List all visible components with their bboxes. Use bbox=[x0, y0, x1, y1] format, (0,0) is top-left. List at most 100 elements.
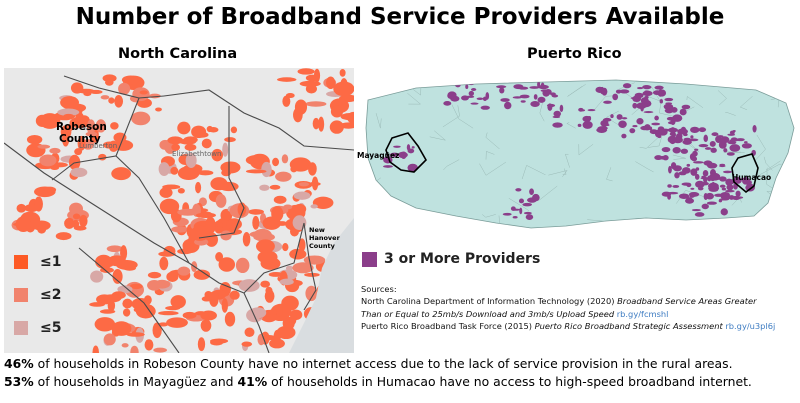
coverage-area bbox=[310, 204, 318, 209]
legend-swatch-le1 bbox=[14, 255, 28, 269]
coverage-area bbox=[100, 95, 110, 100]
coverage-area bbox=[221, 298, 228, 313]
source-link-nc[interactable]: rb.gy/fcmshl bbox=[616, 308, 669, 319]
source-3-italic: Puerto Rico Broadband Strategic Assessme… bbox=[534, 320, 723, 331]
provider-area bbox=[690, 187, 695, 190]
coverage-area bbox=[144, 339, 154, 351]
provider-area bbox=[518, 198, 524, 204]
provider-area bbox=[577, 123, 582, 127]
municipality-border bbox=[443, 159, 460, 171]
provider-area bbox=[515, 188, 522, 192]
coverage-area bbox=[159, 139, 171, 150]
coverage-area bbox=[293, 203, 307, 215]
provider-area bbox=[537, 81, 541, 88]
coverage-area bbox=[126, 332, 145, 337]
municipality-border bbox=[766, 171, 775, 190]
coverage-area bbox=[293, 191, 311, 200]
provider-area bbox=[692, 150, 698, 157]
coverage-area bbox=[102, 141, 116, 149]
coverage-area bbox=[37, 225, 47, 234]
coverage-area bbox=[118, 82, 131, 95]
provider-area bbox=[467, 81, 475, 86]
coverage-area bbox=[193, 269, 211, 280]
coverage-area bbox=[260, 280, 271, 288]
provider-area bbox=[466, 95, 475, 98]
coverage-area bbox=[182, 311, 197, 319]
provider-area bbox=[643, 111, 654, 114]
coverage-area bbox=[292, 262, 314, 274]
provider-area bbox=[725, 189, 735, 193]
provider-area bbox=[621, 117, 628, 120]
coverage-area bbox=[159, 187, 173, 198]
source-link-pr[interactable]: rb.gy/u3pl6j bbox=[725, 320, 776, 331]
provider-area bbox=[619, 89, 630, 94]
legend-item-le2: ≤2 bbox=[14, 287, 61, 303]
municipality-border bbox=[763, 156, 773, 171]
provider-area bbox=[726, 152, 735, 156]
mayaguez-label: Mayagüez bbox=[357, 151, 399, 160]
legend-swatch-3plus bbox=[362, 251, 377, 267]
robeson-label-line1: Robeson bbox=[56, 121, 107, 133]
coverage-area bbox=[279, 278, 294, 286]
provider-area bbox=[694, 148, 699, 151]
coverage-area bbox=[60, 96, 79, 110]
coverage-area bbox=[312, 196, 334, 209]
footer-2-stat-humacao: 41% bbox=[237, 373, 268, 389]
coverage-area bbox=[259, 184, 270, 191]
provider-area bbox=[587, 109, 596, 112]
coverage-area bbox=[121, 75, 140, 85]
coverage-area bbox=[289, 248, 307, 260]
footer-line-1: 46% of households in Robeson County have… bbox=[4, 355, 799, 373]
coverage-area bbox=[215, 194, 227, 208]
coverage-area bbox=[166, 317, 188, 328]
provider-area bbox=[603, 100, 612, 104]
coverage-area bbox=[167, 136, 184, 145]
coverage-area bbox=[253, 232, 275, 242]
coverage-area bbox=[117, 285, 133, 294]
provider-area bbox=[468, 90, 475, 96]
coverage-area bbox=[179, 138, 197, 145]
provider-area bbox=[706, 201, 717, 205]
coverage-area bbox=[139, 90, 148, 95]
municipality-border bbox=[521, 165, 546, 180]
coverage-area bbox=[298, 182, 310, 187]
coverage-area bbox=[147, 271, 162, 279]
sources-block: Sources: North Carolina Department of In… bbox=[361, 283, 797, 332]
source-2-italic: Than or Equal to 25mb/s Download and 3mb… bbox=[361, 308, 615, 319]
coverage-area bbox=[63, 113, 74, 119]
provider-area bbox=[693, 161, 704, 164]
coverage-area bbox=[271, 206, 284, 222]
provider-area bbox=[690, 126, 700, 133]
provider-area bbox=[618, 120, 627, 128]
provider-area bbox=[718, 199, 723, 203]
municipality-border bbox=[725, 112, 736, 116]
provider-area bbox=[720, 208, 728, 216]
municipality-border bbox=[789, 83, 794, 103]
provider-area bbox=[480, 105, 490, 110]
coverage-area bbox=[112, 269, 123, 284]
provider-area bbox=[716, 135, 724, 138]
coverage-area bbox=[195, 181, 202, 194]
municipality-border bbox=[479, 161, 507, 176]
provider-area bbox=[499, 87, 505, 94]
coverage-area bbox=[177, 266, 191, 276]
footer-1-stat: 46% bbox=[4, 356, 34, 371]
provider-area bbox=[476, 97, 484, 100]
coverage-area bbox=[70, 82, 84, 94]
legend-item-le5: ≤5 bbox=[14, 320, 61, 336]
provider-area bbox=[680, 148, 689, 154]
provider-area bbox=[537, 96, 546, 103]
coverage-area bbox=[237, 202, 247, 217]
provider-area bbox=[470, 102, 479, 105]
provider-area bbox=[703, 134, 708, 143]
provider-area bbox=[383, 165, 393, 168]
provider-area bbox=[735, 190, 741, 197]
provider-area bbox=[530, 100, 540, 108]
coverage-area bbox=[15, 216, 32, 232]
provider-area bbox=[654, 85, 664, 90]
legend-swatch-le2 bbox=[14, 288, 28, 302]
coverage-area bbox=[248, 209, 264, 215]
municipality-border bbox=[567, 83, 586, 97]
coverage-area bbox=[339, 122, 354, 129]
svg-text:Lumberton: Lumberton bbox=[79, 142, 117, 150]
